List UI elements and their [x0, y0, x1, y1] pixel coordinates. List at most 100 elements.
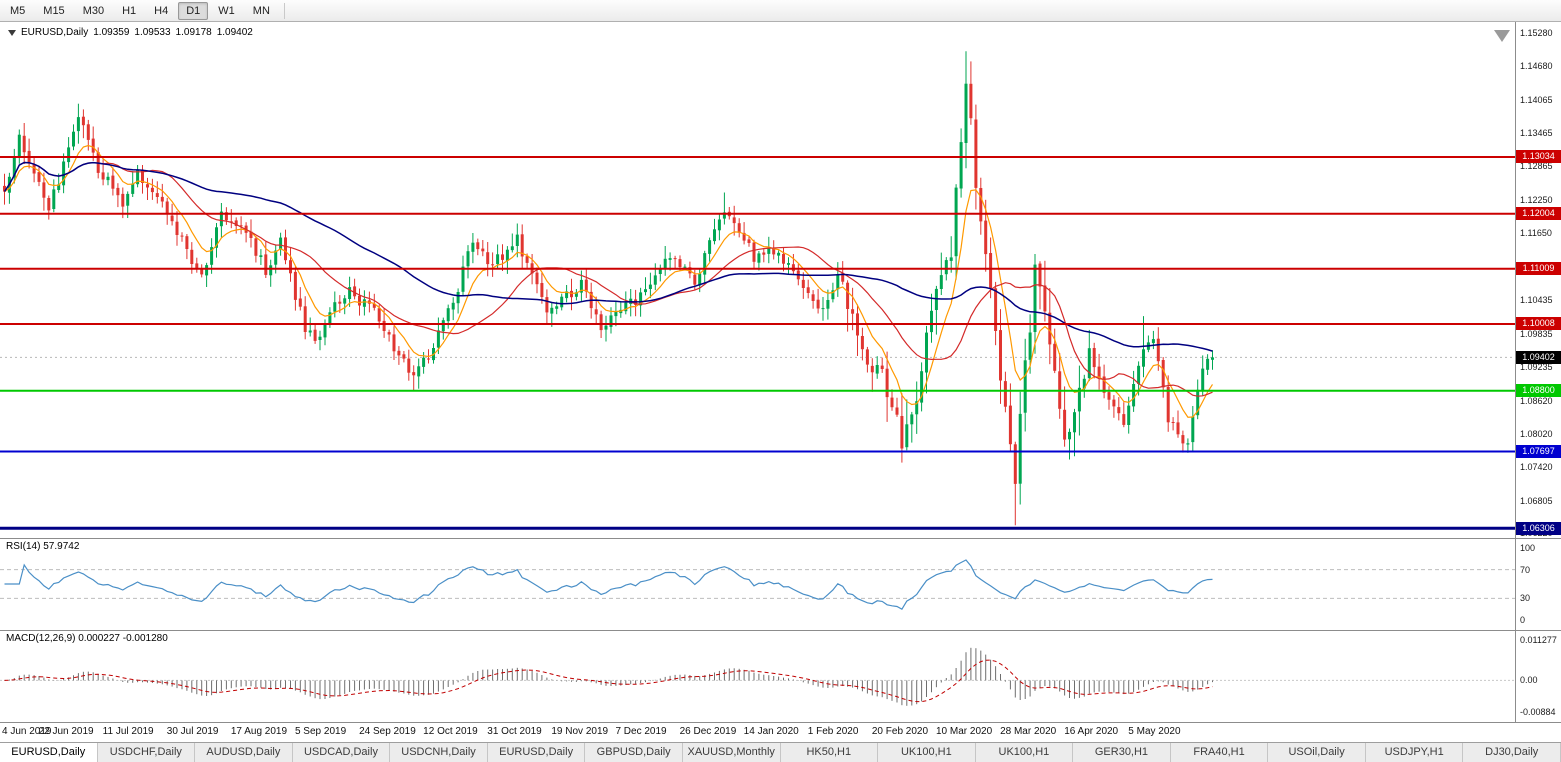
- macd-axis-label: -0.00884: [1520, 707, 1556, 717]
- chart-tab-usoil-daily[interactable]: USOil,Daily: [1268, 743, 1366, 762]
- candle-body: [12, 157, 16, 178]
- chart-tab-usdcad-daily[interactable]: USDCAD,Daily: [293, 743, 391, 762]
- chart-shift-marker[interactable]: [1494, 30, 1510, 42]
- main-chart-canvas[interactable]: [0, 22, 1516, 538]
- timeframe-button-w1[interactable]: W1: [218, 4, 235, 17]
- candle-body: [900, 416, 904, 449]
- chart-tab-eurusd-daily[interactable]: EURUSD,Daily: [488, 743, 586, 762]
- timeframe-button-h1[interactable]: H1: [122, 4, 137, 17]
- timeframe-button-m15[interactable]: M15: [43, 4, 65, 17]
- chart-tab-dj30-daily[interactable]: DJ30,Daily: [1463, 743, 1561, 762]
- candle-body: [62, 161, 66, 186]
- macd-panel-canvas[interactable]: [0, 630, 1516, 722]
- candle-body: [481, 248, 485, 252]
- fast-ma-line: [4, 144, 1214, 418]
- chart-tab-audusd-daily[interactable]: AUDUSD,Daily: [195, 743, 293, 762]
- candle-body: [131, 183, 135, 194]
- candle-body: [37, 172, 41, 182]
- candle-body: [1063, 409, 1067, 440]
- chart-tab-bar: EURUSD,Daily USDCHF,Daily AUDUSD,Daily USDC…: [0, 742, 1561, 762]
- price-axis-label: 1.10435: [1520, 295, 1553, 306]
- candle-body: [338, 301, 342, 304]
- rsi-panel-canvas[interactable]: [0, 538, 1516, 630]
- candle-body: [698, 273, 702, 286]
- date-axis-label: 24 Sep 2019: [359, 726, 416, 737]
- price-axis-label: 1.07420: [1520, 461, 1553, 472]
- candle-body: [22, 135, 26, 153]
- hline-price-tag: 1.13034: [1516, 150, 1561, 164]
- candle-body: [1156, 338, 1160, 362]
- price-axis-label: 1.09235: [1520, 361, 1553, 372]
- candle-body: [816, 299, 820, 309]
- chart-tab-usdchf-daily[interactable]: USDCHF,Daily: [98, 743, 196, 762]
- chart-title: EURUSD,Daily 1.09359 1.09533 1.09178 1.0…: [8, 27, 253, 38]
- candle-body: [925, 332, 928, 373]
- chart-tab-usdjpy-h1[interactable]: USDJPY,H1: [1366, 743, 1464, 762]
- timeframe-button-m30[interactable]: M30: [82, 4, 105, 17]
- candle-body: [348, 287, 352, 299]
- candle-body: [594, 309, 598, 315]
- candle-body: [1023, 360, 1027, 413]
- candle-body: [708, 240, 712, 254]
- price-axis-label: 1.14065: [1520, 95, 1553, 106]
- candle-body: [279, 237, 283, 250]
- candle-body: [1033, 264, 1037, 332]
- price-axis-label: 1.13465: [1520, 128, 1553, 139]
- timeframe-button-h4[interactable]: H4: [154, 4, 169, 17]
- candle-body: [234, 220, 238, 226]
- candle-body: [32, 164, 36, 174]
- candle-body: [826, 300, 830, 309]
- candle-body: [870, 365, 874, 373]
- chart-tab-fra40-h1[interactable]: FRA40,H1: [1171, 743, 1269, 762]
- candle-body: [254, 238, 258, 256]
- candle-body: [550, 307, 554, 314]
- timeframe-button-d1[interactable]: D1: [178, 1, 209, 20]
- candle-body: [491, 264, 495, 266]
- panel-separator[interactable]: [0, 538, 1561, 539]
- candle-body: [106, 176, 110, 181]
- candle-body: [461, 266, 465, 292]
- chart-tab-eurusd-daily[interactable]: EURUSD,Daily: [0, 743, 98, 762]
- candle-body: [747, 239, 751, 243]
- candle-body: [693, 274, 697, 285]
- candle-body: [944, 260, 948, 275]
- date-axis-label: 11 Jul 2019: [102, 726, 154, 737]
- candle-body: [126, 193, 130, 206]
- timeframe-button-m5[interactable]: M5: [10, 4, 26, 17]
- slow-ma-line: [3, 161, 1213, 352]
- chart-background: [0, 22, 1516, 538]
- candle-body: [298, 298, 302, 307]
- candle-body: [116, 187, 120, 196]
- chart-dropdown-icon[interactable]: [8, 29, 16, 36]
- candle-body: [17, 134, 21, 158]
- hline-price-tag: 1.12004: [1516, 207, 1561, 221]
- candle-body: [890, 397, 894, 408]
- chart-tab-gbpusd-daily[interactable]: GBPUSD,Daily: [585, 743, 683, 762]
- chart-tab-ger30-h1[interactable]: GER30,H1: [1073, 743, 1171, 762]
- candle-body: [3, 185, 6, 192]
- candle-body: [101, 172, 105, 180]
- candle-body: [42, 182, 46, 198]
- candle-body: [141, 169, 144, 183]
- chart-tab-hk50-h1[interactable]: HK50,H1: [781, 743, 879, 762]
- candle-body: [668, 258, 672, 260]
- price-axis-label: 1.06805: [1520, 495, 1553, 506]
- candle-body: [520, 234, 524, 257]
- candle-body: [1122, 414, 1126, 425]
- chart-tab-usdcnh-daily[interactable]: USDCNH,Daily: [390, 743, 488, 762]
- chart-tab-uk100-h1[interactable]: UK100,H1: [878, 743, 976, 762]
- candle-body: [757, 253, 761, 263]
- candle-body: [984, 220, 988, 255]
- chart-tab-uk100-h1[interactable]: UK100,H1: [976, 743, 1074, 762]
- candle-body: [486, 252, 490, 265]
- ohlc-close: 1.09402: [216, 27, 253, 38]
- candle-body: [969, 83, 973, 119]
- candle-body: [545, 297, 549, 313]
- candle-body: [1087, 348, 1091, 379]
- chart-tab-xauusd-monthly[interactable]: XAUUSD,Monthly: [683, 743, 781, 762]
- timeframe-button-mn[interactable]: MN: [252, 4, 270, 17]
- candle-body: [1013, 444, 1017, 484]
- candle-body: [308, 330, 312, 333]
- panel-separator[interactable]: [0, 630, 1561, 631]
- candle-body: [402, 354, 406, 359]
